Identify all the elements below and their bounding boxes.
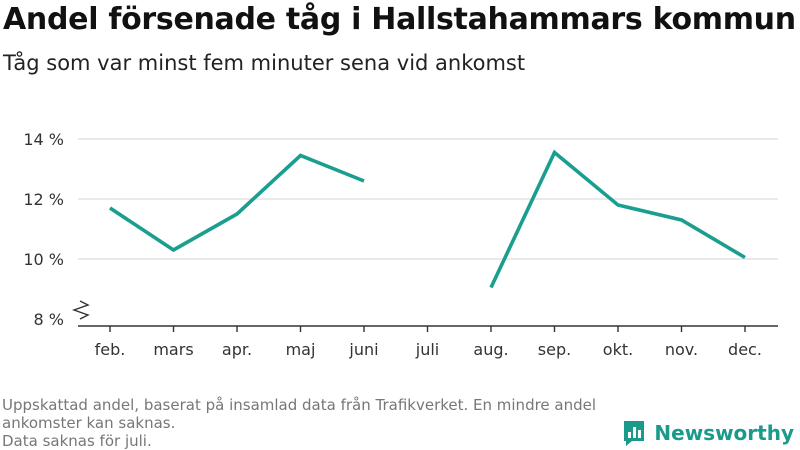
x-tick-label: juni xyxy=(348,340,378,359)
x-tick-label: nov. xyxy=(665,340,698,359)
x-tick-label: sep. xyxy=(538,340,571,359)
x-tick-label: juli xyxy=(415,340,439,359)
series-lines xyxy=(109,149,746,289)
x-axis xyxy=(71,300,778,332)
x-tick-label: apr. xyxy=(222,340,252,359)
axis-break-icon xyxy=(71,300,90,320)
x-tick-label: mars xyxy=(153,340,193,359)
series-line xyxy=(489,149,746,289)
x-tick-label: okt. xyxy=(603,340,633,359)
chart-subtitle: Tåg som var minst fem minuter sena vid a… xyxy=(3,51,526,75)
chart-title: Andel försenade tåg i Hallstahammars kom… xyxy=(3,2,796,37)
y-tick-label: 8 % xyxy=(34,310,64,329)
y-tick-label: 14 % xyxy=(23,130,64,149)
x-tick-label: dec. xyxy=(728,340,762,359)
y-axis-tick-labels: 8 % 10 % 12 % 14 % xyxy=(23,130,64,329)
series-line xyxy=(109,153,365,253)
source-note-line: Uppskattad andel, baserat på insamlad da… xyxy=(2,396,597,414)
y-tick-label: 10 % xyxy=(23,250,64,269)
grid-lines xyxy=(78,138,778,260)
y-tick-label: 12 % xyxy=(23,190,64,209)
brand: Newsworthy xyxy=(622,419,794,447)
line-chart: 8 % 10 % 12 % 14 % feb. mars apr. maj juni juli a… xyxy=(23,130,778,359)
source-note-line: ankomster kan saknas. xyxy=(2,414,176,432)
brand-name: Newsworthy xyxy=(654,421,794,445)
x-tick-label: maj xyxy=(286,340,316,359)
source-note: Uppskattad andel, baserat på insamlad da… xyxy=(2,396,642,450)
missing-data-note: Data saknas för juli. xyxy=(2,432,152,450)
x-tick-label: feb. xyxy=(95,340,126,359)
x-tick-label: aug. xyxy=(473,340,508,359)
newsworthy-logo-icon xyxy=(624,421,645,446)
x-axis-tick-labels: feb. mars apr. maj juni juli aug. sep. okt. nov. d… xyxy=(95,340,762,359)
